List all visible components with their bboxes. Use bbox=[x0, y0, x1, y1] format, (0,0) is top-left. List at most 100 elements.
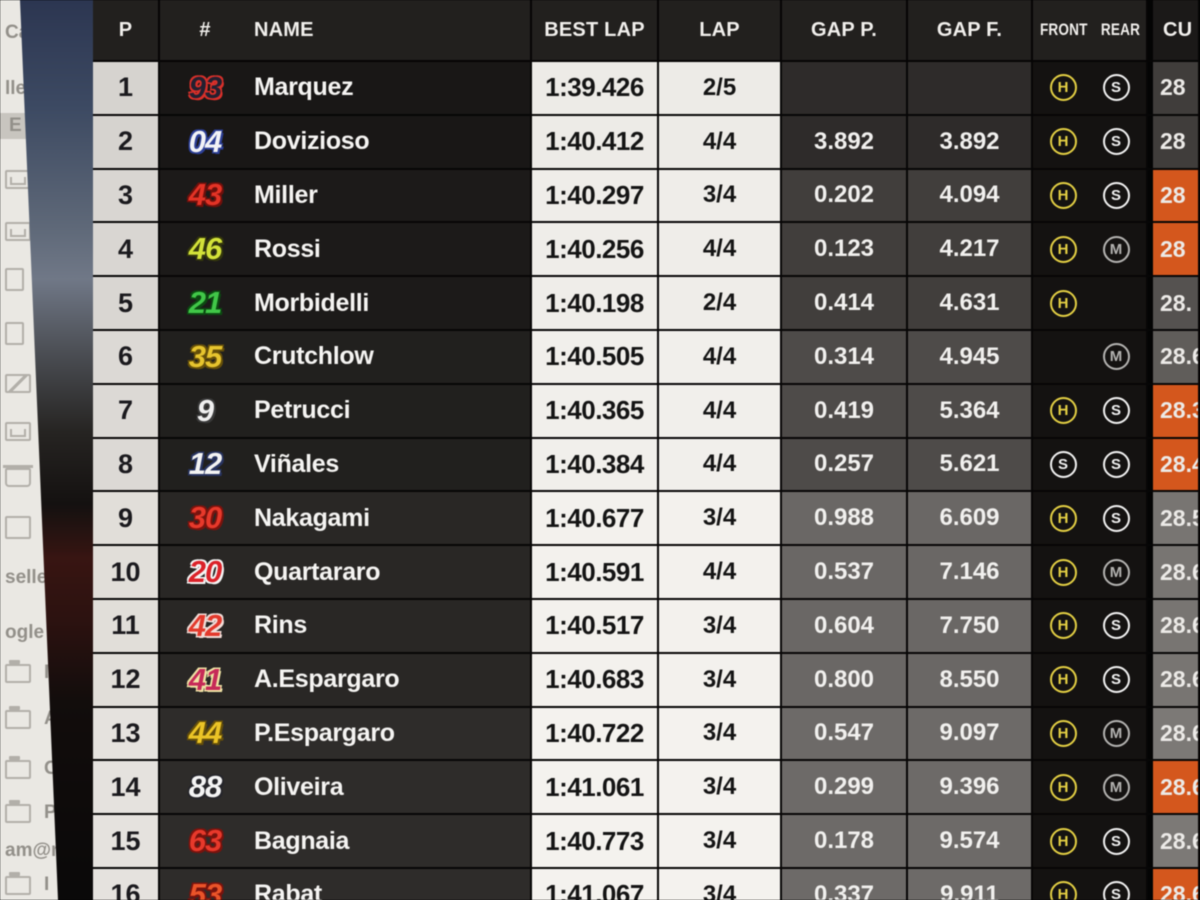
gap-previous-cell bbox=[782, 62, 908, 114]
position-value: 8 bbox=[117, 448, 134, 479]
best-lap-cell: 1:40.591 bbox=[532, 546, 659, 598]
lap-cell: 3/4 bbox=[659, 868, 782, 900]
best-lap-value: 1:40.198 bbox=[545, 287, 644, 318]
table-row[interactable]: 8 12 Viñales 1:40.384 4/4 0.257 5.621 S … bbox=[93, 438, 1200, 493]
desktop-item-text: P bbox=[44, 802, 57, 823]
rider-name: A.Espargaro bbox=[254, 665, 400, 694]
table-row[interactable]: 10 20 Quartararo 1:40.591 4/4 0.537 7.14… bbox=[93, 546, 1200, 600]
desktop-sidebar-item[interactable] bbox=[5, 218, 31, 244]
current-lap-value: 28.69 bbox=[1160, 666, 1198, 693]
rider-name: Dovizioso bbox=[254, 127, 370, 156]
position-cell: 2 bbox=[93, 115, 160, 168]
desktop-sidebar-item[interactable]: ogle bbox=[5, 620, 44, 646]
lap-count-value: 3/4 bbox=[702, 719, 737, 747]
front-tire-icon: H bbox=[1049, 881, 1077, 900]
rider-cell: 30 Nakagami bbox=[160, 492, 532, 545]
table-row[interactable]: 9 30 Nakagami 1:40.677 3/4 0.988 6.609 H… bbox=[93, 492, 1200, 547]
front-tire-icon: H bbox=[1049, 289, 1077, 317]
gap-previous-value: 0.419 bbox=[813, 396, 875, 424]
lap-count-value: 4/4 bbox=[702, 342, 737, 370]
current-lap-value: 28 bbox=[1160, 235, 1186, 262]
table-row[interactable]: 13 44 P.Espargaro 1:40.722 3/4 0.547 9.0… bbox=[93, 707, 1200, 762]
table-row[interactable]: 15 63 Bagnaia 1:40.773 3/4 0.178 9.574 H… bbox=[93, 815, 1200, 869]
gap-previous-cell: 0.314 bbox=[782, 330, 908, 383]
rear-tire-icon: S bbox=[1102, 181, 1130, 209]
rider-cell: 53 Rabat bbox=[160, 868, 532, 900]
gap-first-cell: 7.146 bbox=[908, 546, 1033, 598]
gap-previous-value: 0.988 bbox=[813, 504, 875, 532]
position-cell: 15 bbox=[93, 815, 160, 867]
table-row[interactable]: 6 35 Crutchlow 1:40.505 4/4 0.314 4.945 … bbox=[93, 330, 1200, 385]
desktop-sidebar-item[interactable] bbox=[5, 166, 31, 192]
desktop-sidebar-item[interactable]: P bbox=[5, 799, 57, 826]
rear-tire-icon: S bbox=[1102, 666, 1130, 694]
position-value: 15 bbox=[110, 825, 141, 856]
desktop-item-icon bbox=[5, 871, 31, 895]
gap-previous-value: 0.123 bbox=[813, 235, 875, 263]
timing-table: P # NAME BEST LAP LAP GAP P. GAP F. FRON… bbox=[93, 0, 1200, 900]
current-lap-cell: 28 bbox=[1148, 169, 1200, 222]
rider-cell: 20 Quartararo bbox=[160, 546, 532, 598]
header-best-lap: BEST LAP bbox=[532, 0, 659, 60]
position-cell: 7 bbox=[93, 384, 160, 437]
desktop-sidebar-item[interactable]: lle bbox=[5, 76, 26, 102]
rider-number: 35 bbox=[188, 338, 222, 374]
table-row[interactable]: 4 46 Rossi 1:40.256 4/4 0.123 4.217 H M … bbox=[93, 223, 1200, 278]
table-row[interactable]: 5 21 Morbidelli 1:40.198 2/4 0.414 4.631… bbox=[93, 277, 1200, 331]
desktop-item-text: selle bbox=[5, 567, 48, 588]
lap-count-value: 4/4 bbox=[702, 127, 737, 155]
gap-previous-value: 0.178 bbox=[813, 827, 875, 855]
header-number-label: # bbox=[199, 18, 211, 41]
table-row[interactable]: 11 42 Rins 1:40.517 3/4 0.604 7.750 H S … bbox=[93, 599, 1200, 654]
position-value: 10 bbox=[110, 556, 141, 587]
gap-previous-cell: 0.202 bbox=[782, 169, 908, 222]
best-lap-cell: 1:40.412 bbox=[532, 115, 659, 168]
table-row[interactable]: 1 93 Marquez 1:39.426 2/5 H S 28 bbox=[93, 62, 1200, 116]
front-tire-icon: H bbox=[1049, 666, 1077, 694]
current-lap-value: 28. bbox=[1160, 289, 1192, 316]
position-cell: 3 bbox=[93, 169, 160, 222]
rider-name: Rossi bbox=[254, 234, 321, 263]
gap-previous-value: 0.414 bbox=[813, 289, 875, 317]
current-lap-value: 28.54 bbox=[1160, 504, 1198, 531]
desktop-sidebar-item[interactable]: C bbox=[5, 755, 58, 782]
current-lap-cell: 28.644 bbox=[1148, 815, 1200, 867]
table-row[interactable]: 12 41 A.Espargaro 1:40.683 3/4 0.800 8.5… bbox=[93, 653, 1200, 708]
gap-first-value: 9.097 bbox=[939, 719, 1000, 747]
front-tire-icon: H bbox=[1049, 397, 1077, 425]
gap-first-value: 8.550 bbox=[939, 665, 1000, 693]
rider-cell: 04 Dovizioso bbox=[160, 115, 532, 168]
table-row[interactable]: 2 04 Dovizioso 1:40.412 4/4 3.892 3.892 … bbox=[93, 115, 1200, 170]
desktop-item-text: am@m bbox=[5, 840, 68, 861]
table-row[interactable]: 7 9 Petrucci 1:40.365 4/4 0.419 5.364 H … bbox=[93, 384, 1200, 439]
current-lap-value: 28.64 bbox=[1160, 558, 1198, 585]
gap-first-cell: 5.621 bbox=[908, 438, 1033, 491]
rear-tire-icon: M bbox=[1102, 719, 1130, 747]
lap-cell: 3/4 bbox=[659, 492, 782, 545]
best-lap-cell: 1:40.297 bbox=[532, 169, 659, 222]
desktop-sidebar-item[interactable]: selle bbox=[5, 565, 47, 591]
current-lap-value: 28.684 bbox=[1160, 881, 1198, 900]
desktop-sidebar-item[interactable]: I bbox=[5, 659, 49, 686]
table-row[interactable]: 3 43 Miller 1:40.297 3/4 0.202 4.094 H S… bbox=[93, 169, 1200, 224]
header-tires: FRONT REAR bbox=[1033, 0, 1148, 60]
gap-first-cell: 7.750 bbox=[908, 599, 1033, 652]
gap-previous-cell: 0.800 bbox=[782, 653, 908, 706]
desktop-sidebar-item[interactable]: am@m bbox=[5, 838, 68, 864]
gap-first-cell: 8.550 bbox=[908, 653, 1033, 706]
desktop-sidebar-item[interactable]: A bbox=[5, 705, 58, 732]
table-row[interactable]: 14 88 Oliveira 1:41.061 3/4 0.299 9.396 … bbox=[93, 761, 1200, 816]
lap-count-value: 2/5 bbox=[702, 73, 737, 101]
rider-cell: 88 Oliveira bbox=[160, 761, 532, 814]
gap-previous-value: 0.604 bbox=[813, 611, 875, 639]
position-cell: 12 bbox=[93, 653, 160, 706]
best-lap-value: 1:40.297 bbox=[545, 179, 644, 210]
header-current-label: CU bbox=[1163, 18, 1193, 41]
front-tire-icon: H bbox=[1049, 773, 1077, 801]
desktop-sidebar-item[interactable]: I bbox=[5, 871, 49, 898]
current-lap-cell: 28.3 bbox=[1148, 384, 1200, 437]
rider-name: Bagnaia bbox=[254, 826, 350, 855]
rider-name: P.Espargaro bbox=[254, 718, 395, 747]
table-row[interactable]: 16 53 Rabat 1:41.067 3/4 0.337 9.911 H S… bbox=[93, 868, 1200, 900]
